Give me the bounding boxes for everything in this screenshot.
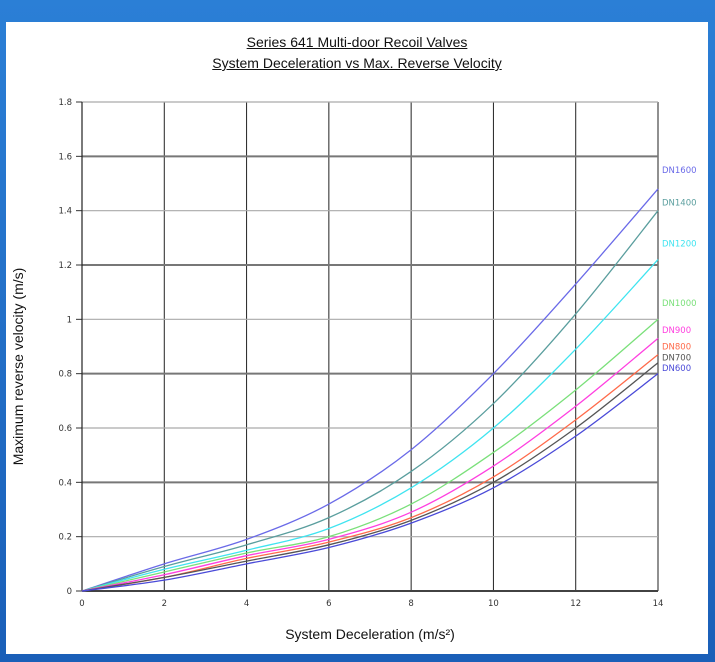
- grid-lines: [76, 101, 659, 592]
- series-line-dn800: [81, 354, 659, 592]
- x-tick-label: 14: [653, 599, 664, 609]
- series-label-dn1200: DN1200: [662, 239, 697, 249]
- tick-labels: 0 2 4 6 8 10 12 14 0 0.2 0.4 0.6 0.8 1 1.2 1.4 1.6 1.8: [58, 98, 663, 609]
- y-tick-label: 0: [67, 587, 72, 597]
- y-tick-label: 0.6: [58, 424, 72, 434]
- x-tick-label: 4: [244, 599, 249, 609]
- y-tick-label: 0.4: [58, 478, 72, 488]
- series-label-dn1000: DN1000: [662, 299, 697, 309]
- x-tick-label: 2: [162, 599, 167, 609]
- y-tick-label: 1: [67, 315, 72, 325]
- series-label-dn800: DN800: [662, 343, 691, 353]
- y-tick-label: 1.8: [58, 98, 72, 108]
- x-tick-label: 10: [488, 599, 499, 609]
- series-label-dn600: DN600: [662, 364, 691, 374]
- series-line-dn1600: [81, 188, 659, 592]
- x-tick-label: 6: [326, 599, 331, 609]
- y-tick-label: 1.2: [58, 261, 72, 271]
- chart-title: Series 641 Multi-door Recoil Valves: [246, 34, 468, 50]
- series-line-dn1400: [81, 210, 659, 592]
- series-line-dn1000: [81, 318, 659, 592]
- y-tick-label: 0.8: [58, 370, 72, 380]
- series-line-dn900: [81, 337, 659, 592]
- x-tick-label: 12: [570, 599, 581, 609]
- y-axis-title: Maximum reverse velocity (m/s): [10, 268, 26, 466]
- x-tick-label: 8: [408, 599, 413, 609]
- series-label-dn1400: DN1400: [662, 199, 697, 209]
- y-tick-label: 1.6: [58, 152, 72, 162]
- x-axis-title: System Deceleration (m/s²): [285, 626, 455, 642]
- series-label-dn1600: DN1600: [662, 166, 697, 176]
- y-tick-label: 0.2: [58, 533, 72, 543]
- series-line-dn700: [81, 362, 659, 592]
- chart-panel: Series 641 Multi-door Recoil Valves Syst…: [6, 22, 708, 654]
- x-tick-label: 0: [79, 599, 84, 609]
- y-tick-label: 1.4: [58, 207, 72, 217]
- series-label-dn700: DN700: [662, 353, 691, 363]
- series-label-dn900: DN900: [662, 326, 691, 336]
- series-lines: [81, 188, 659, 592]
- line-chart: 0 2 4 6 8 10 12 14 0 0.2 0.4 0.6 0.8 1 1.2 1.4 1.6 1.8 DN…: [10, 98, 697, 642]
- series-line-dn1200: [81, 259, 659, 592]
- chart-subtitle: System Deceleration vs Max. Reverse Velo…: [212, 55, 502, 71]
- series-line-dn600: [81, 373, 659, 592]
- series-labels: DN1600 DN1400 DN1200 DN1000 DN900 DN800DN700D…: [662, 166, 697, 374]
